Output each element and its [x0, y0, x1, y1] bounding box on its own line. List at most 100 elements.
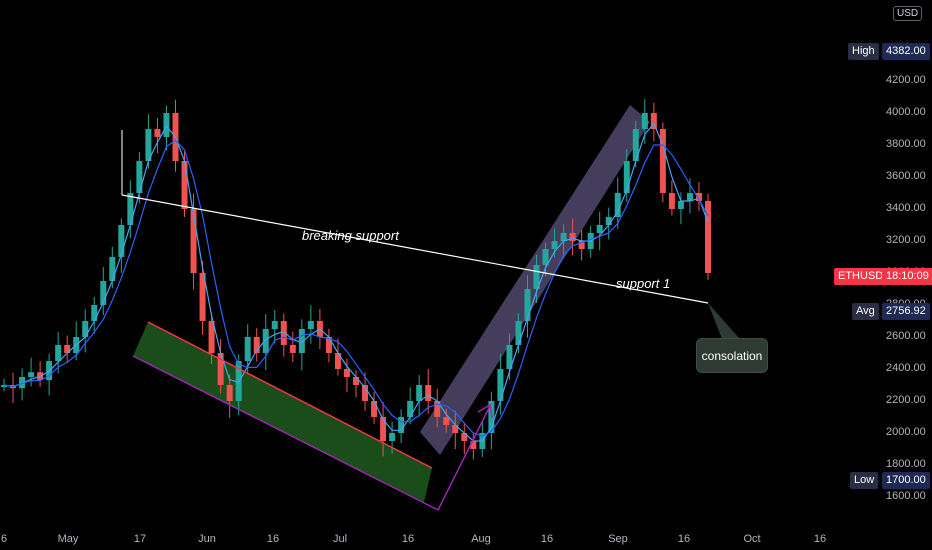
- time-tick-label: Aug: [471, 533, 491, 545]
- candle-body: [416, 385, 423, 401]
- candle-body: [127, 193, 134, 225]
- candle-body: [389, 433, 396, 441]
- candle-body: [271, 321, 278, 329]
- time-tick-label: Jun: [198, 533, 216, 545]
- candle-body: [217, 353, 224, 385]
- candle-body: [181, 161, 188, 209]
- price-tick-label: 3200.00: [886, 234, 926, 246]
- candle-body: [55, 345, 62, 361]
- time-tick-label: Sep: [608, 533, 628, 545]
- candle-body: [668, 193, 675, 209]
- candle-body: [605, 217, 612, 225]
- time-tick-label: 16: [540, 533, 554, 545]
- candle-body: [641, 113, 648, 129]
- candle-body: [650, 113, 657, 129]
- candle-body: [398, 417, 405, 433]
- candle-body: [325, 337, 332, 353]
- candle-body: [362, 385, 369, 401]
- candle-body: [253, 337, 260, 353]
- candle-body: [425, 385, 432, 401]
- candle-body: [407, 401, 414, 417]
- countdown-value: 18:10:09: [882, 268, 932, 285]
- symbol-tag: ETHUSD: [834, 268, 888, 285]
- candle-body: [524, 289, 531, 321]
- candle-body: [334, 353, 341, 369]
- consolation-callout[interactable]: consolation: [696, 338, 768, 373]
- time-tick-label: Oct: [743, 533, 761, 545]
- candle-body: [208, 321, 215, 353]
- candle-body: [560, 233, 567, 241]
- candle-body: [506, 345, 513, 369]
- candle-body: [136, 161, 143, 193]
- candle-body: [434, 401, 441, 417]
- candle-body: [470, 441, 477, 449]
- candle-body: [91, 305, 98, 321]
- price-tick-label: 2000.00: [886, 426, 926, 438]
- price-tick-label: 4000.00: [886, 106, 926, 118]
- candle-body: [371, 401, 378, 417]
- candle-body: [533, 265, 540, 289]
- candle-body: [82, 321, 89, 337]
- candle-body: [280, 321, 287, 345]
- price-tick-label: 1600.00: [886, 490, 926, 502]
- reversal-arrow: [437, 405, 491, 511]
- price-tick-label: 2200.00: [886, 394, 926, 406]
- time-axis[interactable]: 6 May 17 Jun 16 Jul 16 Aug 16 Sep 16 Oct 16: [0, 525, 880, 550]
- candle-body: [235, 361, 242, 401]
- time-tick-label: 16: [401, 533, 415, 545]
- time-tick-label: Jul: [332, 533, 348, 545]
- candle-body: [461, 433, 468, 441]
- candle-body: [596, 225, 603, 233]
- currency-badge[interactable]: USD: [893, 6, 923, 21]
- candle-body: [163, 113, 170, 137]
- time-tick-label: 16: [813, 533, 827, 545]
- price-tick-label: 1800.00: [886, 458, 926, 470]
- price-chart[interactable]: [0, 0, 880, 525]
- candle-body: [614, 193, 621, 217]
- callout-pointer: [708, 303, 740, 339]
- time-tick-label: 6: [0, 533, 8, 545]
- support-1-label: support 1: [616, 276, 671, 291]
- candle-body: [343, 369, 350, 377]
- price-tick-label: 3600.00: [886, 170, 926, 182]
- purple-support-line: [132, 355, 439, 511]
- candle-body: [686, 193, 693, 201]
- low-value: 1700.00: [882, 472, 930, 489]
- candle-body: [244, 337, 251, 361]
- candle-body: [659, 129, 666, 193]
- candle-body: [677, 201, 684, 209]
- candle-body: [1, 385, 7, 387]
- avg-value: 2756.92: [882, 303, 930, 320]
- candle-body: [64, 345, 71, 353]
- price-tick-label: 2600.00: [886, 330, 926, 342]
- support-trendline: [121, 194, 709, 304]
- time-tick-label: May: [57, 533, 79, 545]
- price-tick-label: 4200.00: [886, 74, 926, 86]
- time-tick-label: 16: [266, 533, 280, 545]
- low-label: Low: [850, 472, 879, 489]
- candle-body: [353, 377, 359, 385]
- time-tick-label: 17: [133, 533, 147, 545]
- candle-body: [632, 129, 639, 161]
- candle-body: [100, 281, 107, 305]
- candle-body: [307, 321, 314, 329]
- candle-body: [145, 129, 152, 161]
- candle-body: [226, 385, 233, 401]
- price-tick-label: 3400.00: [886, 202, 926, 214]
- candle-body: [551, 241, 558, 249]
- candle-body: [443, 417, 450, 425]
- breaking-support-label: breaking support: [302, 228, 399, 243]
- descending-channel: [133, 322, 432, 502]
- candle-body: [515, 321, 522, 345]
- price-tick-label: 2400.00: [886, 362, 926, 374]
- candle-body: [623, 161, 630, 193]
- candle-body: [190, 209, 197, 273]
- moving-average-fast: [3, 122, 709, 442]
- candle-body: [262, 329, 269, 353]
- candle-body: [19, 377, 26, 389]
- reversal-arrowhead: [477, 403, 493, 419]
- chart-area[interactable]: breaking support support 1 consolation: [0, 0, 880, 525]
- high-value: 4382.00: [882, 43, 930, 60]
- candle-body: [452, 425, 459, 433]
- candle-body: [695, 193, 702, 201]
